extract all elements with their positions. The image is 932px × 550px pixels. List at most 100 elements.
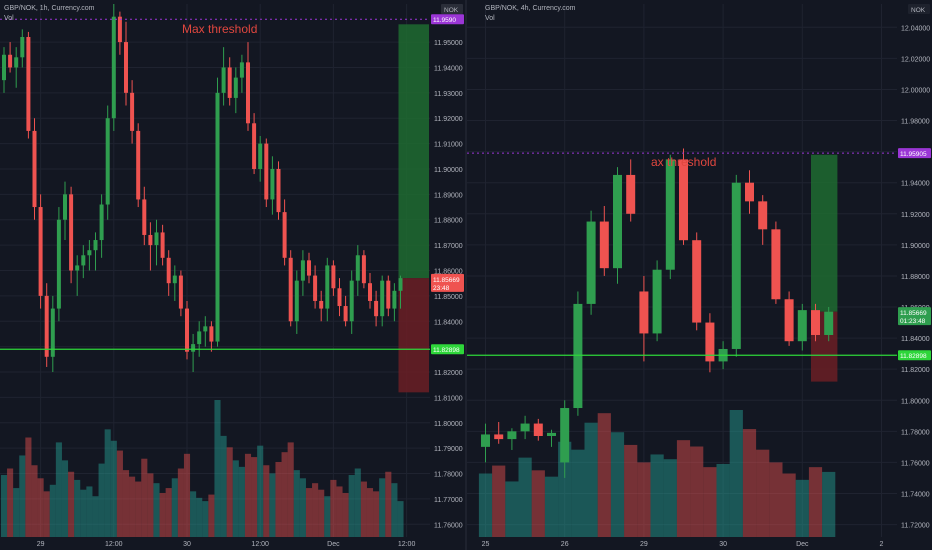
x-tick-label: 12:00 — [105, 541, 123, 548]
volume-bar — [31, 465, 38, 537]
candle-body — [811, 310, 820, 335]
candle-body — [264, 143, 269, 200]
right-panel-header: GBP/NOK, 4h, Currency.com Vol — [485, 4, 576, 24]
volume-bar — [584, 422, 598, 537]
candle-body — [50, 308, 55, 357]
y-tick-label: 12.00000 — [901, 87, 930, 94]
candle-body — [520, 423, 530, 432]
x-tick-label: 12:00 — [251, 541, 269, 548]
volume-bar — [650, 454, 664, 537]
y-tick-label: 11.84000 — [434, 319, 463, 326]
candle-body — [87, 250, 92, 256]
y-tick-label: 11.72000 — [901, 523, 930, 530]
volume-bar — [80, 489, 87, 537]
candle-body — [136, 130, 141, 200]
candle-body — [197, 331, 202, 345]
price-label-badge — [898, 148, 931, 159]
volume-bar — [226, 447, 233, 537]
price-label-text: 11.85669 — [433, 277, 460, 284]
x-tick-label: 12:00 — [398, 541, 416, 548]
volume-bar — [74, 479, 81, 537]
volume-bar — [716, 463, 730, 537]
volume-bar — [385, 471, 392, 537]
volume-bar — [597, 413, 611, 537]
volume-bar — [336, 486, 343, 537]
candle-body — [573, 303, 583, 409]
candle-body — [758, 201, 768, 230]
volume-bar — [360, 481, 367, 537]
max-threshold-annotation: ax threshold — [651, 155, 716, 169]
price-label-text: 11.95905 — [900, 151, 927, 158]
y-tick-label: 11.89000 — [434, 192, 463, 199]
currency-badge-text: NOK — [444, 7, 459, 14]
volume-bar — [244, 453, 252, 537]
candle-body — [294, 280, 299, 322]
price-label-badge — [898, 307, 931, 326]
candle-body — [8, 54, 13, 68]
stop-zone — [398, 278, 429, 393]
volume-bar — [729, 410, 743, 537]
volume-bar — [624, 444, 638, 537]
volume-bar — [373, 491, 380, 537]
volume-bar — [238, 466, 245, 537]
volume-bar — [171, 478, 178, 537]
candle-body — [300, 260, 305, 281]
y-tick-label: 11.78000 — [901, 429, 930, 436]
candle-body — [246, 62, 250, 124]
volume-bar — [531, 470, 545, 537]
candle-body — [124, 42, 128, 93]
volume-bar — [293, 470, 300, 537]
x-tick-label: 30 — [183, 541, 191, 548]
candle-body — [75, 265, 80, 271]
volume-bar — [663, 459, 677, 537]
y-tick-label: 12.02000 — [901, 56, 930, 63]
volume-bar — [165, 488, 172, 537]
y-tick-label: 11.78000 — [434, 472, 463, 479]
candle-body — [692, 240, 702, 323]
y-tick-label: 11.85000 — [434, 294, 463, 301]
candle-body — [93, 240, 98, 251]
y-tick-label: 11.92000 — [901, 212, 930, 219]
candle-body — [349, 280, 354, 322]
volume-bar — [251, 457, 258, 537]
candle-body — [111, 16, 116, 119]
candle-body — [731, 182, 741, 349]
volume-bar — [190, 491, 197, 537]
volume-bar — [782, 473, 796, 537]
currency-badge-text: NOK — [911, 7, 926, 14]
x-tick-label: 25 — [482, 541, 490, 548]
left-chart-panel: Max threshold 11.95000 11.94000 11.93000 11.… — [0, 4, 464, 548]
candle-body — [599, 221, 609, 269]
candle-body — [258, 143, 263, 169]
candle-body — [481, 434, 490, 447]
y-tick-label: 12.04000 — [901, 25, 930, 32]
y-tick-label: 11.79000 — [434, 446, 463, 453]
candle-body — [288, 257, 293, 322]
volume-bar — [263, 465, 270, 537]
left-volume-label[interactable]: Vol — [4, 15, 14, 22]
volume-bar — [122, 470, 130, 537]
candle-body — [117, 16, 122, 43]
candle-body — [380, 280, 385, 317]
candle-body — [38, 207, 43, 296]
candle-body — [203, 326, 208, 332]
candle-body — [14, 57, 19, 68]
candle-body — [392, 290, 397, 309]
candle-body — [784, 299, 794, 342]
price-label-sublabel: 23:48 — [433, 285, 450, 292]
y-tick-label: 11.82000 — [901, 367, 930, 374]
candle-body — [209, 326, 214, 342]
right-volume-label[interactable]: Vol — [485, 15, 495, 22]
volume-bar — [330, 479, 337, 537]
left-symbol-label[interactable]: GBP/NOK, 1h, Currency.com — [4, 5, 95, 12]
candle-body — [771, 229, 781, 300]
volume-bar — [281, 452, 288, 537]
candle-body — [547, 432, 556, 436]
right-symbol-label[interactable]: GBP/NOK, 4h, Currency.com — [485, 5, 576, 12]
candle-body — [166, 257, 171, 284]
volume-bar — [690, 446, 704, 537]
candle-body — [63, 194, 67, 220]
y-tick-label: 11.94000 — [434, 65, 463, 72]
volume-bar — [220, 435, 227, 537]
